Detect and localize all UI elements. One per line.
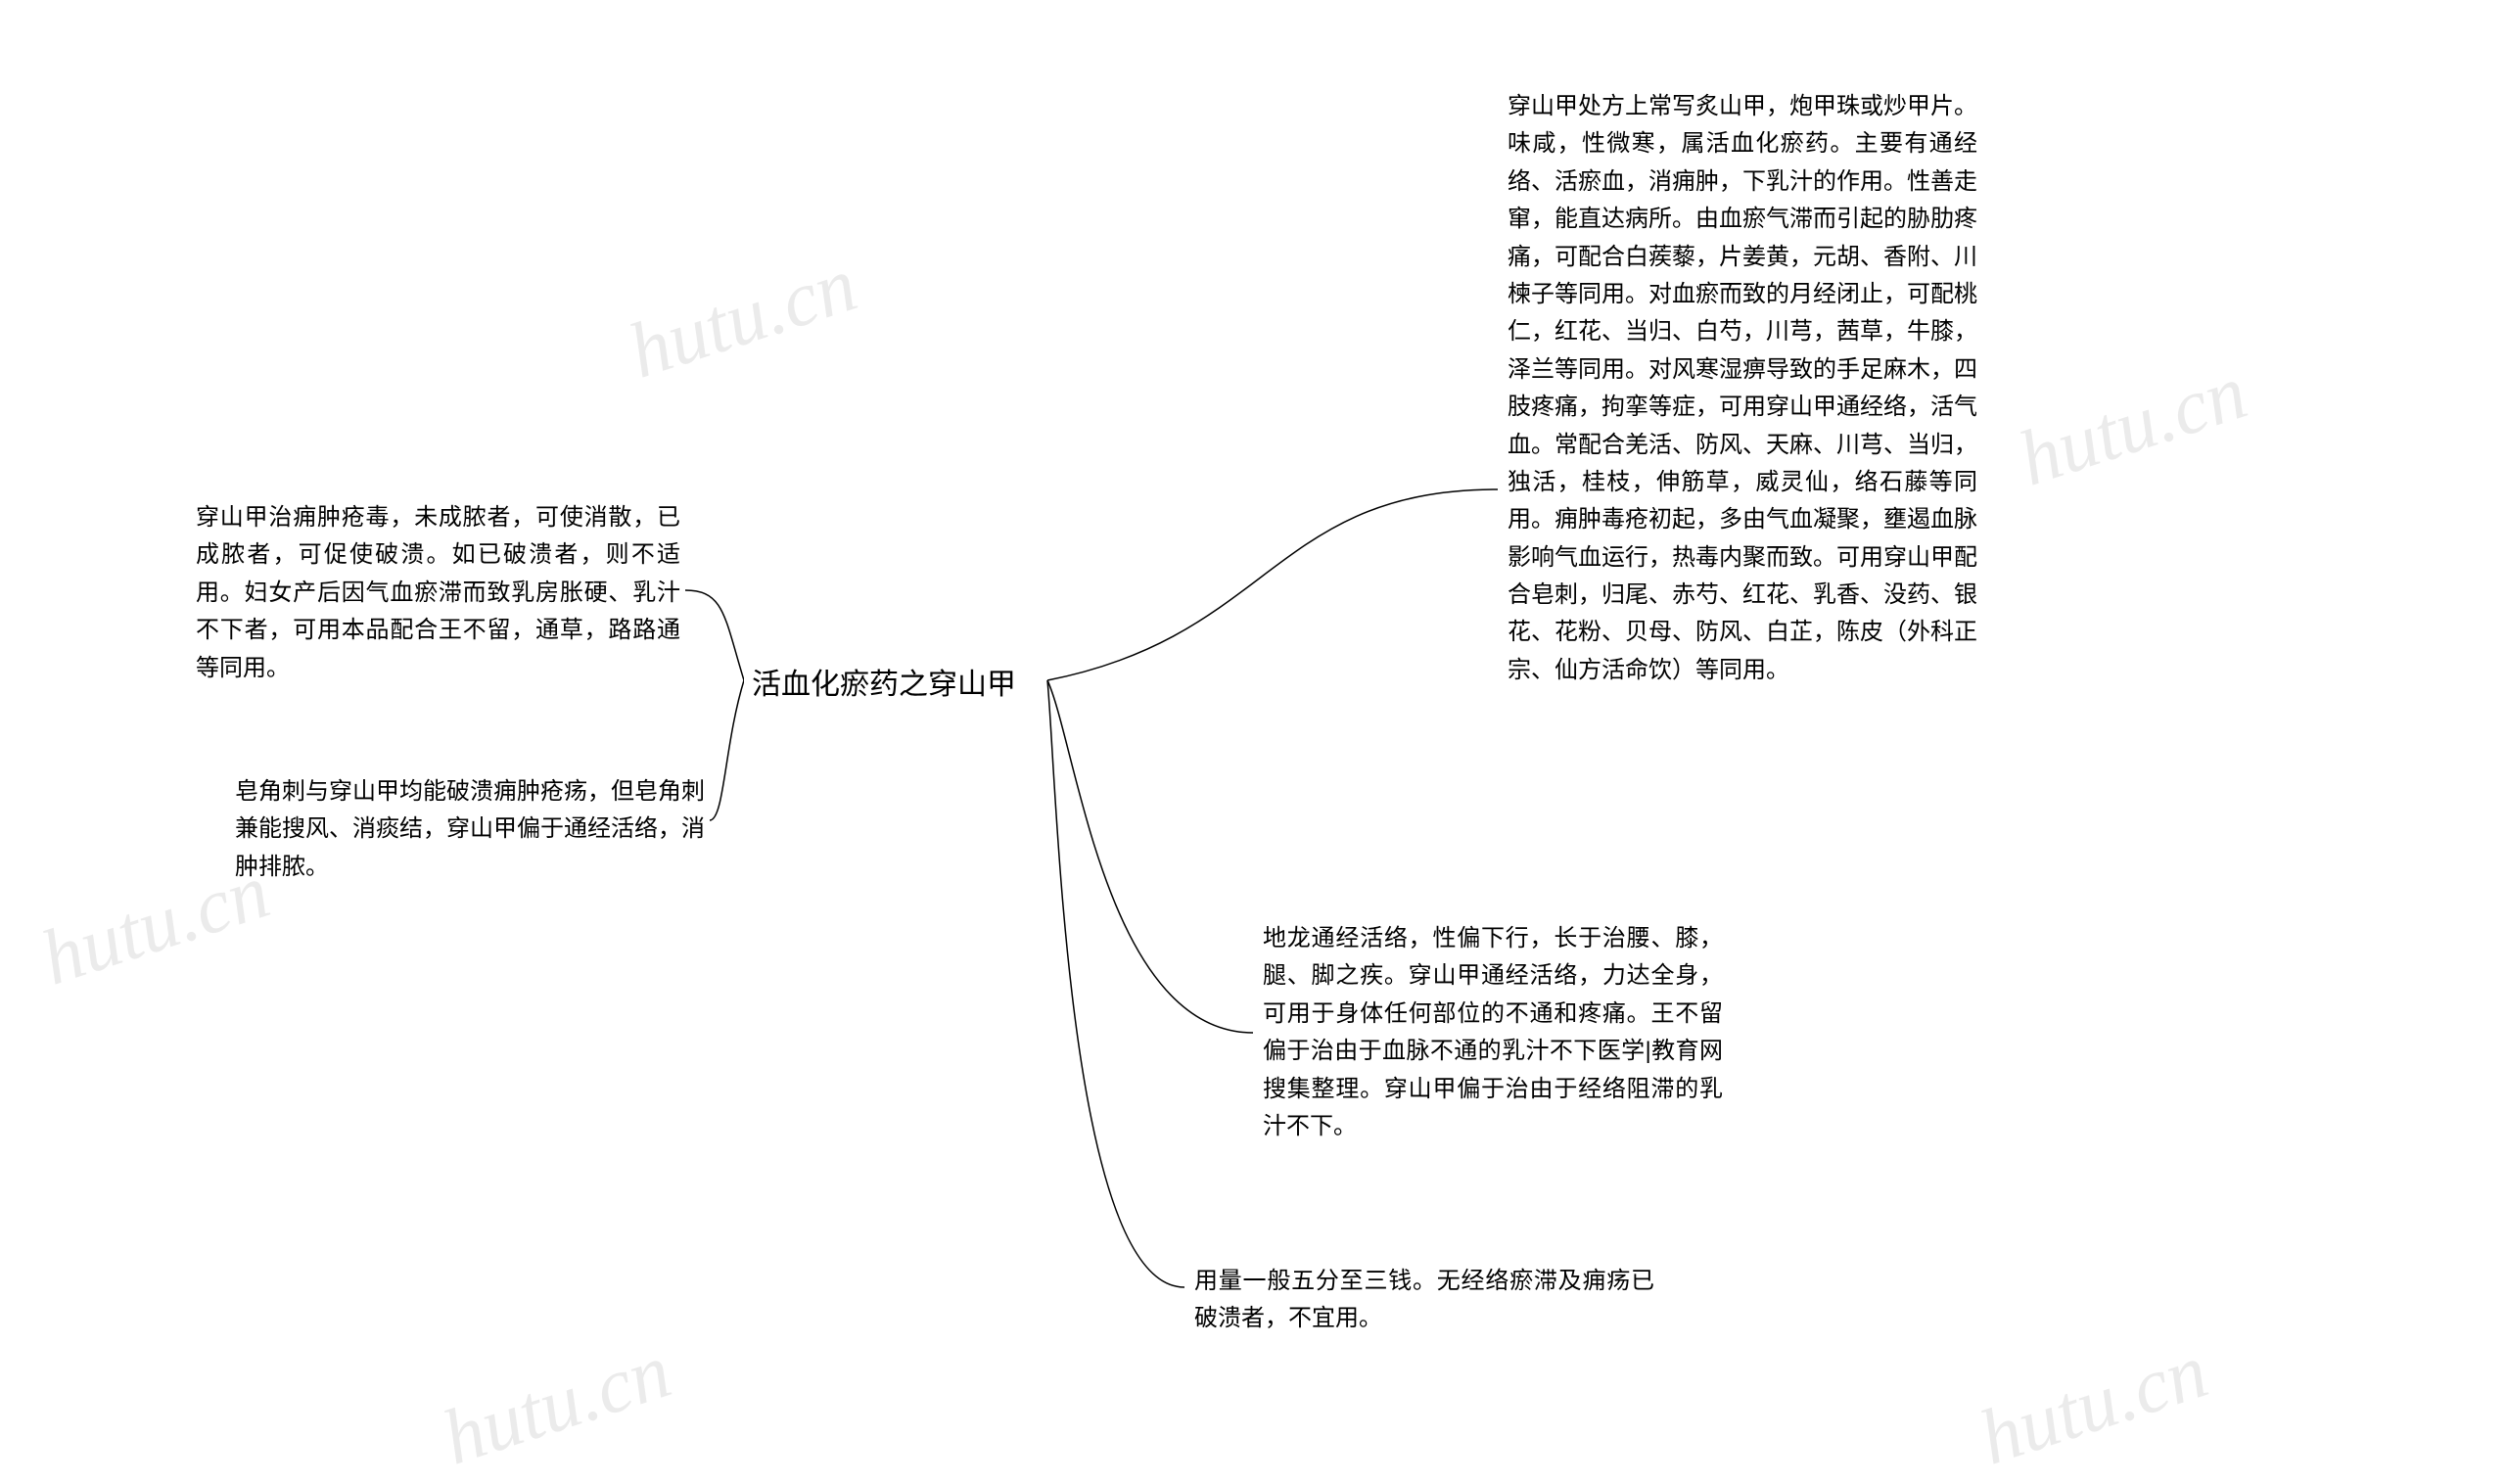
watermark: hutu.cn xyxy=(1970,1326,2218,1483)
node-right-middle: 地龙通经活络，性偏下行，长于治腰、膝，腿、脚之疾。穿山甲通经活络，力达全身，可用… xyxy=(1263,920,1723,1145)
center-node: 活血化瘀药之穿山甲 xyxy=(744,656,1024,707)
watermark: hutu.cn xyxy=(2009,348,2257,504)
node-left-top: 穿山甲治痈肿疮毒，未成脓者，可使消散，已成脓者，可促使破溃。如已破溃者，则不适用… xyxy=(196,499,680,687)
node-left-bottom: 皂角刺与穿山甲均能破溃痈肿疮疡，但皂角刺兼能搜风、消痰结，穿山甲偏于通经活络，消… xyxy=(235,773,705,886)
node-right-top: 穿山甲处方上常写炙山甲，炮甲珠或炒甲片。味咸，性微寒，属活血化瘀药。主要有通经络… xyxy=(1508,88,1977,689)
watermark: hutu.cn xyxy=(433,1326,681,1483)
node-right-bottom: 用量一般五分至三钱。无经络瘀滞及痈疡已破溃者，不宜用。 xyxy=(1194,1263,1654,1338)
mindmap-connectors xyxy=(0,0,2506,1416)
watermark: hutu.cn xyxy=(619,240,867,396)
